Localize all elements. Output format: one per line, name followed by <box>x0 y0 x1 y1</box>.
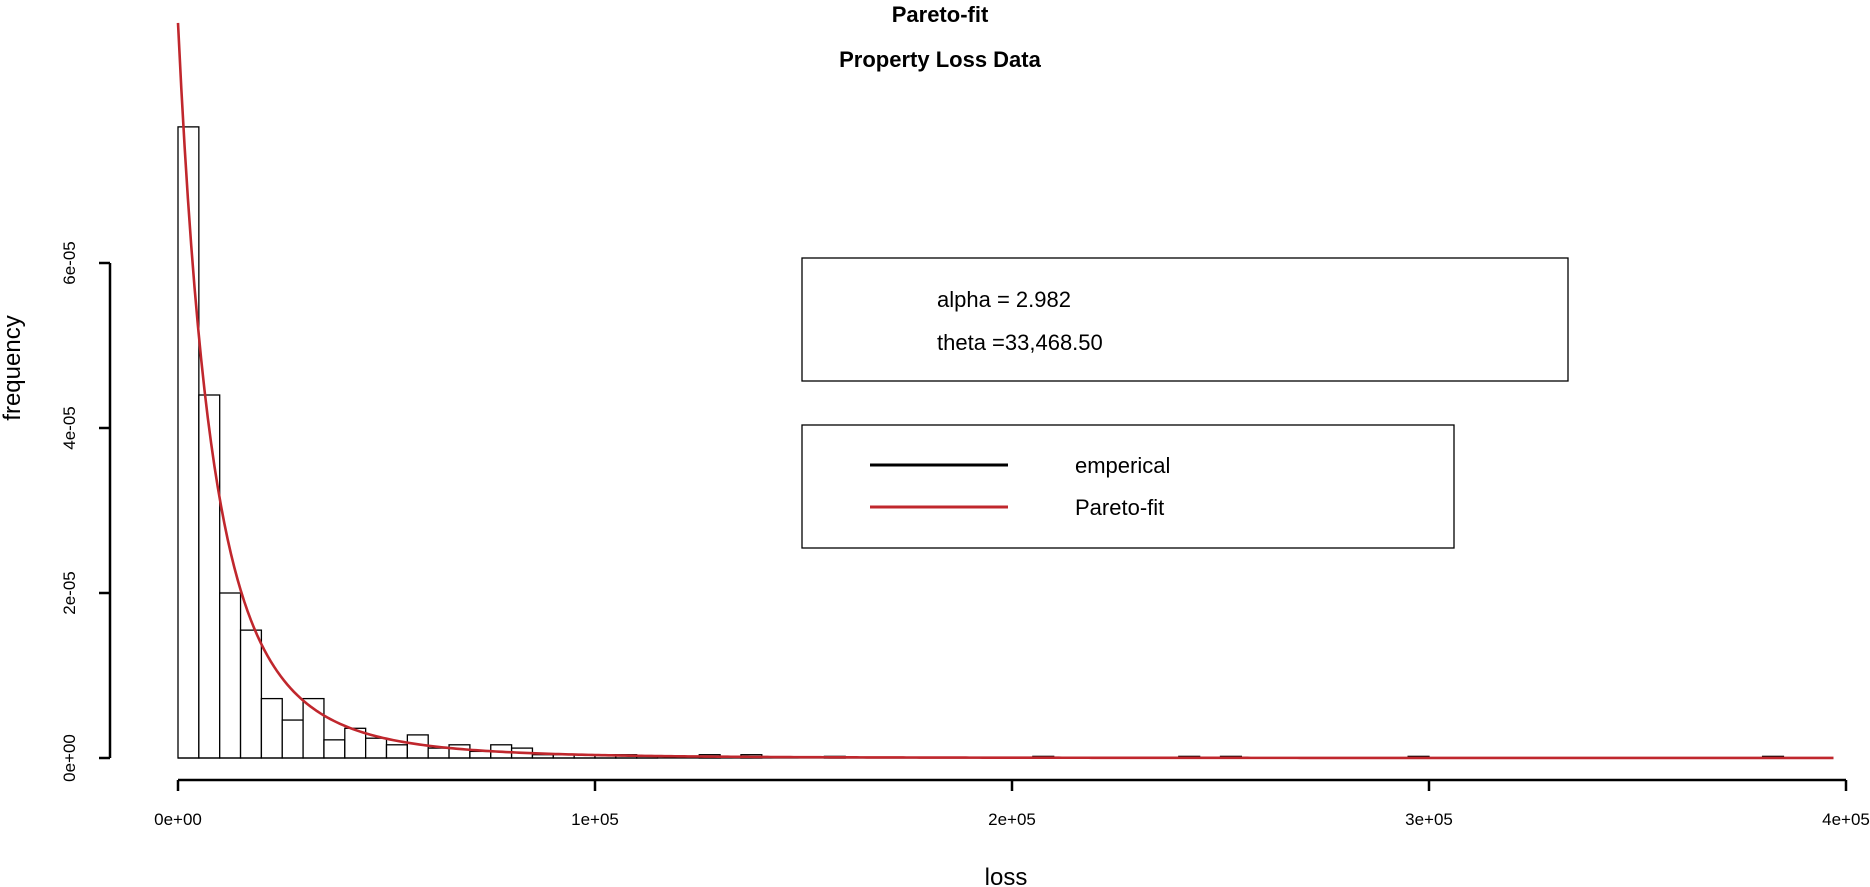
x-tick-label-0: 0e+00 <box>154 810 202 829</box>
x-tick-label-4: 4e+05 <box>1822 810 1870 829</box>
y-tick-label-1: 2e-05 <box>60 571 79 614</box>
histogram-bar-2 <box>219 592 242 759</box>
chart-title: Pareto-fit <box>892 2 989 27</box>
y-tick-label-2: 4e-05 <box>60 406 79 449</box>
legend-frame <box>801 424 1455 549</box>
histogram-bar-4 <box>260 697 283 759</box>
legend-label-pareto-fit: Pareto-fit <box>1075 495 1164 520</box>
histogram-bar-14 <box>469 750 492 759</box>
chart-subtitle: Property Loss Data <box>839 47 1041 72</box>
y-axis-label: frequency <box>0 315 26 420</box>
histogram-bar-10 <box>385 744 409 759</box>
theta-text: theta =33,468.50 <box>937 330 1103 355</box>
y-tick-label-3: 6e-05 <box>60 241 79 284</box>
x-tick-label-2: 2e+05 <box>988 810 1036 829</box>
x-axis-label: loss <box>985 864 1028 887</box>
histogram-bar-12 <box>427 747 450 759</box>
pareto-fit-line <box>176 22 1834 760</box>
histogram-bar-9 <box>364 737 388 759</box>
histogram-bar-7 <box>323 739 346 759</box>
legend: emperical Pareto-fit <box>801 424 1455 549</box>
x-tick-label-1: 1e+05 <box>571 810 619 829</box>
x-axis: 0e+00 1e+05 2e+05 3e+05 4e+05 <box>154 778 1870 829</box>
x-tick-label-3: 3e+05 <box>1405 810 1453 829</box>
params-box-frame <box>801 257 1569 382</box>
histogram-bar-13 <box>448 744 471 759</box>
histogram-bar-1 <box>198 394 221 759</box>
params-box: alpha = 2.982 theta =33,468.50 <box>801 257 1569 382</box>
y-tick-label-0: 0e+00 <box>60 734 79 782</box>
alpha-text: alpha = 2.982 <box>937 287 1071 312</box>
y-axis: 0e+00 2e-05 4e-05 6e-05 <box>60 241 112 782</box>
histogram-bar-5 <box>281 719 304 759</box>
legend-label-emperical: emperical <box>1075 453 1170 478</box>
histogram-bar-3 <box>239 629 263 759</box>
